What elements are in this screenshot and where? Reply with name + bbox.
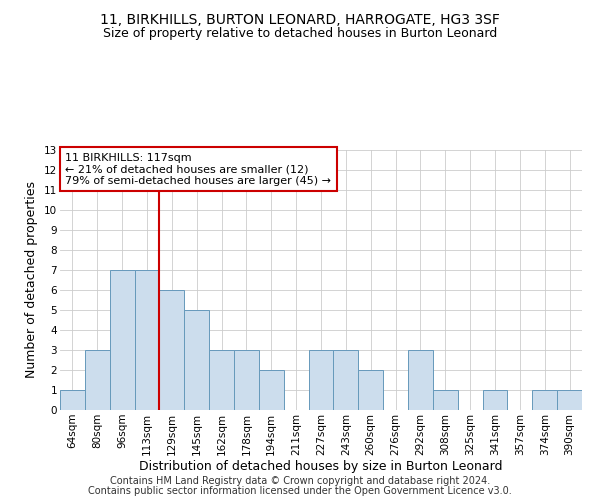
Bar bbox=[482, 390, 508, 410]
Bar bbox=[532, 390, 557, 410]
Bar bbox=[557, 390, 582, 410]
Text: Contains HM Land Registry data © Crown copyright and database right 2024.: Contains HM Land Registry data © Crown c… bbox=[110, 476, 490, 486]
Text: Contains public sector information licensed under the Open Government Licence v3: Contains public sector information licen… bbox=[88, 486, 512, 496]
Y-axis label: Number of detached properties: Number of detached properties bbox=[25, 182, 38, 378]
Bar bbox=[259, 370, 284, 410]
Bar bbox=[160, 290, 184, 410]
Bar bbox=[334, 350, 358, 410]
X-axis label: Distribution of detached houses by size in Burton Leonard: Distribution of detached houses by size … bbox=[139, 460, 503, 473]
Bar bbox=[408, 350, 433, 410]
Bar bbox=[184, 310, 209, 410]
Bar bbox=[234, 350, 259, 410]
Bar bbox=[358, 370, 383, 410]
Bar bbox=[209, 350, 234, 410]
Text: 11 BIRKHILLS: 117sqm
← 21% of detached houses are smaller (12)
79% of semi-detac: 11 BIRKHILLS: 117sqm ← 21% of detached h… bbox=[65, 152, 331, 186]
Bar bbox=[110, 270, 134, 410]
Text: Size of property relative to detached houses in Burton Leonard: Size of property relative to detached ho… bbox=[103, 28, 497, 40]
Bar bbox=[308, 350, 334, 410]
Bar bbox=[85, 350, 110, 410]
Text: 11, BIRKHILLS, BURTON LEONARD, HARROGATE, HG3 3SF: 11, BIRKHILLS, BURTON LEONARD, HARROGATE… bbox=[100, 12, 500, 26]
Bar bbox=[134, 270, 160, 410]
Bar bbox=[60, 390, 85, 410]
Bar bbox=[433, 390, 458, 410]
